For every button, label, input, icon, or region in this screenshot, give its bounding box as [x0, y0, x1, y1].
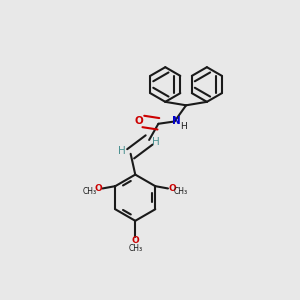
- Text: H: H: [152, 137, 160, 147]
- Text: H: H: [180, 122, 187, 130]
- Text: O: O: [131, 236, 139, 245]
- Text: CH₃: CH₃: [83, 188, 97, 196]
- Text: N: N: [172, 116, 181, 127]
- Text: O: O: [134, 116, 143, 127]
- Text: O: O: [94, 184, 102, 193]
- Text: O: O: [169, 184, 176, 193]
- Text: CH₃: CH₃: [174, 188, 188, 196]
- Text: CH₃: CH₃: [128, 244, 142, 253]
- Text: H: H: [118, 146, 125, 157]
